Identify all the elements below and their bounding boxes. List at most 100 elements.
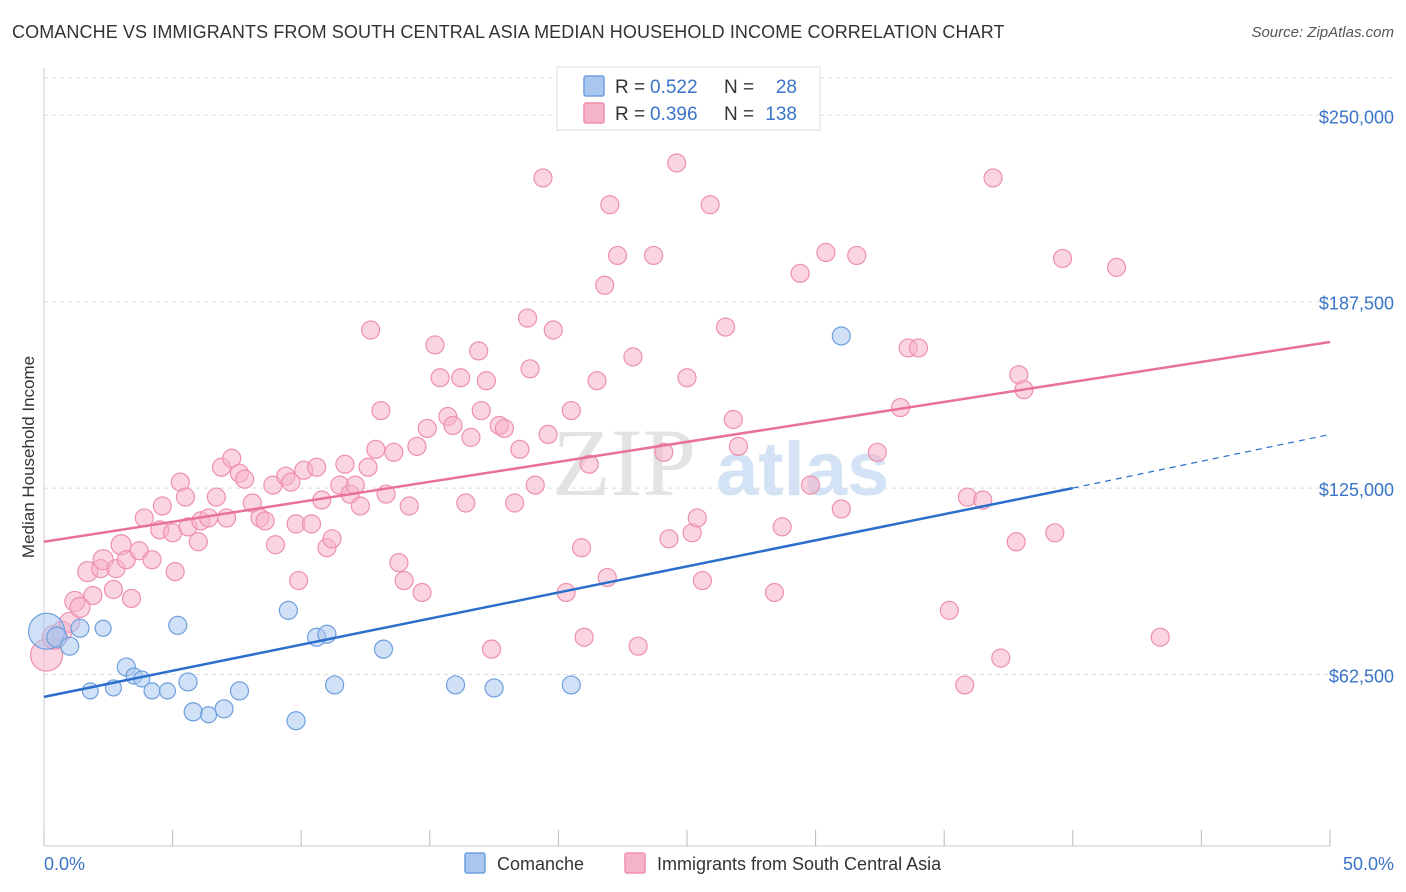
- point-s1-95: [600, 195, 620, 215]
- point-s1-17: [142, 550, 162, 570]
- point-s1-14: [121, 588, 142, 609]
- point-s1-113: [790, 263, 810, 283]
- point-s1-101: [659, 529, 679, 549]
- point-s1-131: [1045, 523, 1065, 543]
- trend-line-comanche: [43, 486, 1074, 699]
- point-s1-89: [571, 538, 592, 558]
- point-s1-75: [476, 371, 496, 391]
- point-s1-62: [399, 496, 419, 516]
- point-s1-23: [175, 487, 196, 507]
- bottom-legend: Comanche Immigrants from South Central A…: [464, 852, 942, 874]
- trend-line-immigrants: [43, 340, 1331, 544]
- point-s0-14: [183, 702, 203, 722]
- point-s1-76: [481, 639, 502, 659]
- point-s1-110: [728, 436, 749, 456]
- point-s1-127: [991, 648, 1011, 668]
- chart-title: COMANCHE VS IMMIGRANTS FROM SOUTH CENTRA…: [12, 22, 1005, 42]
- legend-r-label-immigrants: R =: [615, 104, 645, 125]
- point-s1-111: [764, 582, 785, 603]
- point-s1-84: [533, 168, 553, 188]
- point-s1-93: [595, 275, 615, 295]
- point-s0-18: [278, 600, 298, 620]
- point-s1-36: [255, 511, 275, 531]
- point-s1-123: [955, 675, 975, 695]
- point-s0-16: [214, 699, 234, 719]
- point-s1-118: [867, 442, 887, 462]
- series-1-points: [29, 153, 1170, 695]
- bottom-legend-swatch-comanche: [464, 852, 486, 874]
- point-s1-54: [358, 457, 378, 477]
- point-s0-19: [286, 711, 306, 731]
- legend-r-value-comanche: 0.522: [650, 77, 698, 98]
- point-s0-12: [168, 615, 188, 635]
- point-s1-99: [643, 245, 664, 266]
- point-s1-64: [412, 582, 432, 603]
- point-s1-5: [69, 596, 91, 618]
- point-s1-66: [425, 335, 445, 355]
- point-s1-117: [847, 245, 867, 266]
- y-tick-label-0: $62,500: [1329, 667, 1394, 687]
- point-s1-81: [517, 308, 538, 328]
- y-tick-labels: $62,500 $125,000 $187,500 $250,000: [1319, 107, 1394, 686]
- point-s1-80: [510, 439, 530, 459]
- legend-r-value-immigrants: 0.396: [650, 104, 698, 125]
- point-s1-91: [579, 454, 599, 474]
- point-s1-98: [628, 636, 648, 656]
- bottom-legend-swatch-immigrants: [624, 852, 646, 874]
- point-s0-17: [229, 681, 250, 701]
- point-s1-21: [165, 562, 185, 582]
- point-s0-15: [200, 706, 218, 724]
- point-s1-90: [574, 627, 594, 647]
- point-s1-115: [816, 242, 836, 263]
- trend-line-comanche-extension: [1072, 433, 1331, 489]
- point-s1-103: [677, 368, 697, 388]
- point-s1-88: [561, 400, 581, 421]
- point-s0-3: [70, 618, 90, 638]
- point-s1-78: [494, 418, 514, 439]
- point-s1-57: [371, 400, 391, 421]
- point-s1-108: [715, 317, 736, 337]
- point-s1-61: [394, 570, 414, 591]
- point-s1-82: [520, 359, 540, 379]
- point-s1-86: [543, 320, 563, 340]
- point-s1-25: [188, 532, 208, 552]
- data-points: [27, 153, 1170, 731]
- point-s0-25: [484, 678, 504, 698]
- point-s1-45: [307, 457, 327, 477]
- point-s1-65: [417, 418, 437, 439]
- point-s1-28: [206, 487, 226, 507]
- y-axis-label: Median Household Income: [19, 356, 38, 558]
- point-s1-72: [461, 427, 481, 447]
- point-s1-50: [335, 454, 355, 474]
- point-s1-106: [692, 570, 713, 591]
- point-s1-60: [389, 553, 409, 573]
- point-s1-7: [83, 585, 103, 606]
- legend-n-label-comanche: N =: [724, 77, 754, 98]
- legend-swatch-comanche: [583, 75, 605, 97]
- point-s1-109: [723, 409, 743, 430]
- point-s1-102: [667, 153, 687, 173]
- trend-lines: [43, 340, 1331, 699]
- point-s1-122: [939, 600, 959, 620]
- point-s1-85: [538, 424, 558, 445]
- source-label: Source: ZipAtlas.com: [1251, 24, 1394, 41]
- point-s1-69: [443, 415, 463, 436]
- grid-lines: [44, 77, 1394, 676]
- point-s1-128: [1006, 532, 1026, 552]
- point-s1-70: [451, 368, 471, 388]
- point-s1-132: [1052, 248, 1073, 269]
- point-s1-71: [456, 493, 476, 513]
- point-s1-40: [281, 472, 301, 492]
- point-s1-121: [908, 338, 929, 358]
- axes: [43, 68, 1331, 847]
- point-s1-133: [1106, 257, 1127, 277]
- series-0-points: [27, 326, 851, 731]
- point-s1-55: [361, 320, 381, 340]
- legend-box: R = 0.522 N = 28 R = 0.396 N = 138: [556, 66, 821, 131]
- point-s0-22: [325, 675, 345, 695]
- y-tick-label-2: $187,500: [1319, 294, 1394, 314]
- point-s1-97: [623, 347, 643, 367]
- x-tick-label-min: 0.0%: [44, 854, 85, 874]
- point-s1-74: [471, 400, 491, 421]
- point-s1-124: [957, 487, 977, 507]
